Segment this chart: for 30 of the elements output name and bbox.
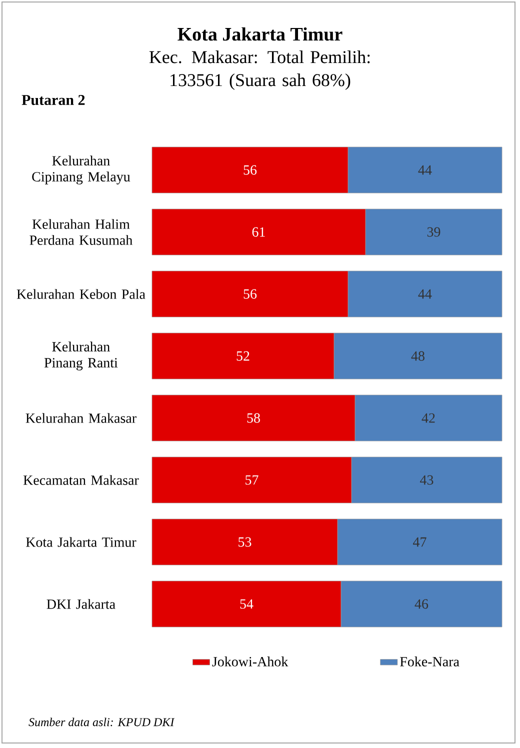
text: Sumber data asli: KPUD DKI — [28, 718, 175, 726]
chart-title: Kota Jakarta Timur — [178, 27, 342, 41]
data-label: 56 — [244, 165, 257, 175]
y-tick-label: Kecamatan Makasar — [23, 475, 139, 485]
y-tick-label: Kelurahan Makasar — [26, 413, 136, 423]
data-label: 48 — [411, 351, 424, 361]
data-label: 44 — [418, 289, 432, 299]
y-tick-label: Kota Jakarta Timur — [26, 537, 136, 547]
data-label: 58 — [247, 413, 260, 423]
y-tick-label: Kelurahan Kebon Pala — [16, 289, 146, 299]
y-tick-label: Kelurahan Halim Perdana Kusumah — [30, 219, 132, 245]
y-tick-label: DKI Jakarta — [46, 599, 116, 609]
data-label: 56 — [244, 289, 257, 299]
y-tick-label: Kelurahan Cipinang Melayu — [32, 156, 130, 184]
y-tick-label: Kelurahan Pinang Ranti — [44, 342, 118, 370]
text: Putaran 2 — [22, 94, 85, 106]
data-label: 47 — [413, 537, 426, 547]
data-label: 43 — [420, 475, 434, 485]
data-label: 46 — [414, 599, 428, 609]
chart-subtitle: Kec. Makasar: Total Pemilih: 133561 (Suara sah 68%) — [149, 50, 370, 90]
legend-label: Jokowi-Ahok — [212, 656, 288, 666]
data-label: 57 — [246, 475, 258, 485]
data-label: 54 — [240, 599, 254, 609]
data-label: 42 — [422, 413, 435, 423]
data-label: 44 — [418, 165, 432, 175]
data-label: 53 — [238, 537, 252, 547]
data-label: 61 — [252, 227, 265, 237]
legend-label: Foke-Nara — [400, 656, 460, 666]
data-label: 39 — [427, 227, 440, 237]
data-label: 52 — [236, 351, 250, 361]
